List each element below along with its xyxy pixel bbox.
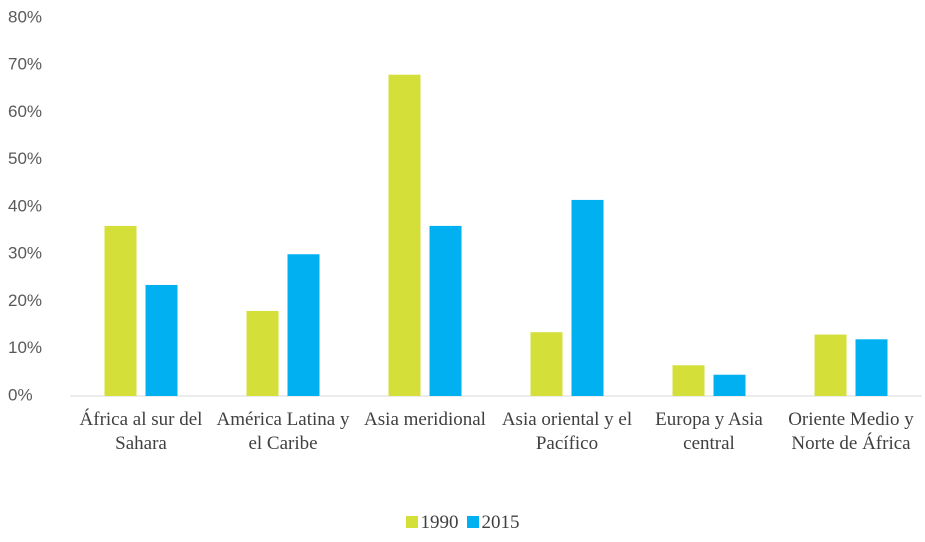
- y-tick-label: 0%: [8, 385, 33, 404]
- bar: [429, 225, 462, 396]
- y-tick-label: 80%: [8, 7, 42, 26]
- x-tick-label: Asia meridional: [364, 409, 486, 430]
- y-tick-label: 60%: [8, 102, 42, 121]
- x-tick-label: América Latina y el Caribe: [216, 409, 350, 454]
- x-tick-label: Asia oriental y el Pacífico: [501, 409, 633, 454]
- bar: [530, 332, 563, 396]
- bar: [814, 334, 847, 396]
- legend-swatch: [405, 516, 418, 528]
- y-tick-label: 40%: [8, 196, 42, 215]
- legend-swatch: [466, 516, 479, 528]
- legend-item: 1990: [405, 512, 459, 534]
- bar: [145, 284, 178, 396]
- y-tick-label: 70%: [8, 55, 42, 74]
- y-tick-label: 50%: [8, 149, 42, 168]
- y-tick-label: 30%: [8, 244, 42, 263]
- legend-item: 2015: [466, 512, 520, 534]
- bar: [246, 310, 279, 396]
- bar: [104, 225, 137, 396]
- bar: [855, 339, 888, 396]
- legend: 1990 2015: [0, 512, 925, 534]
- legend-label: 2015: [481, 512, 520, 533]
- bar: [287, 254, 320, 396]
- x-tick-label: África al sur del Sahara: [79, 409, 203, 454]
- bar: [388, 74, 421, 396]
- bar: [571, 199, 604, 396]
- bar: [672, 365, 705, 396]
- x-tick-label: Europa y Asia central: [655, 409, 763, 454]
- bar: [713, 374, 746, 396]
- legend-label: 1990: [420, 512, 459, 533]
- y-tick-label: 20%: [8, 291, 42, 310]
- x-tick-label: Oriente Medio y Norte de África: [788, 409, 914, 454]
- y-tick-label: 10%: [8, 338, 42, 357]
